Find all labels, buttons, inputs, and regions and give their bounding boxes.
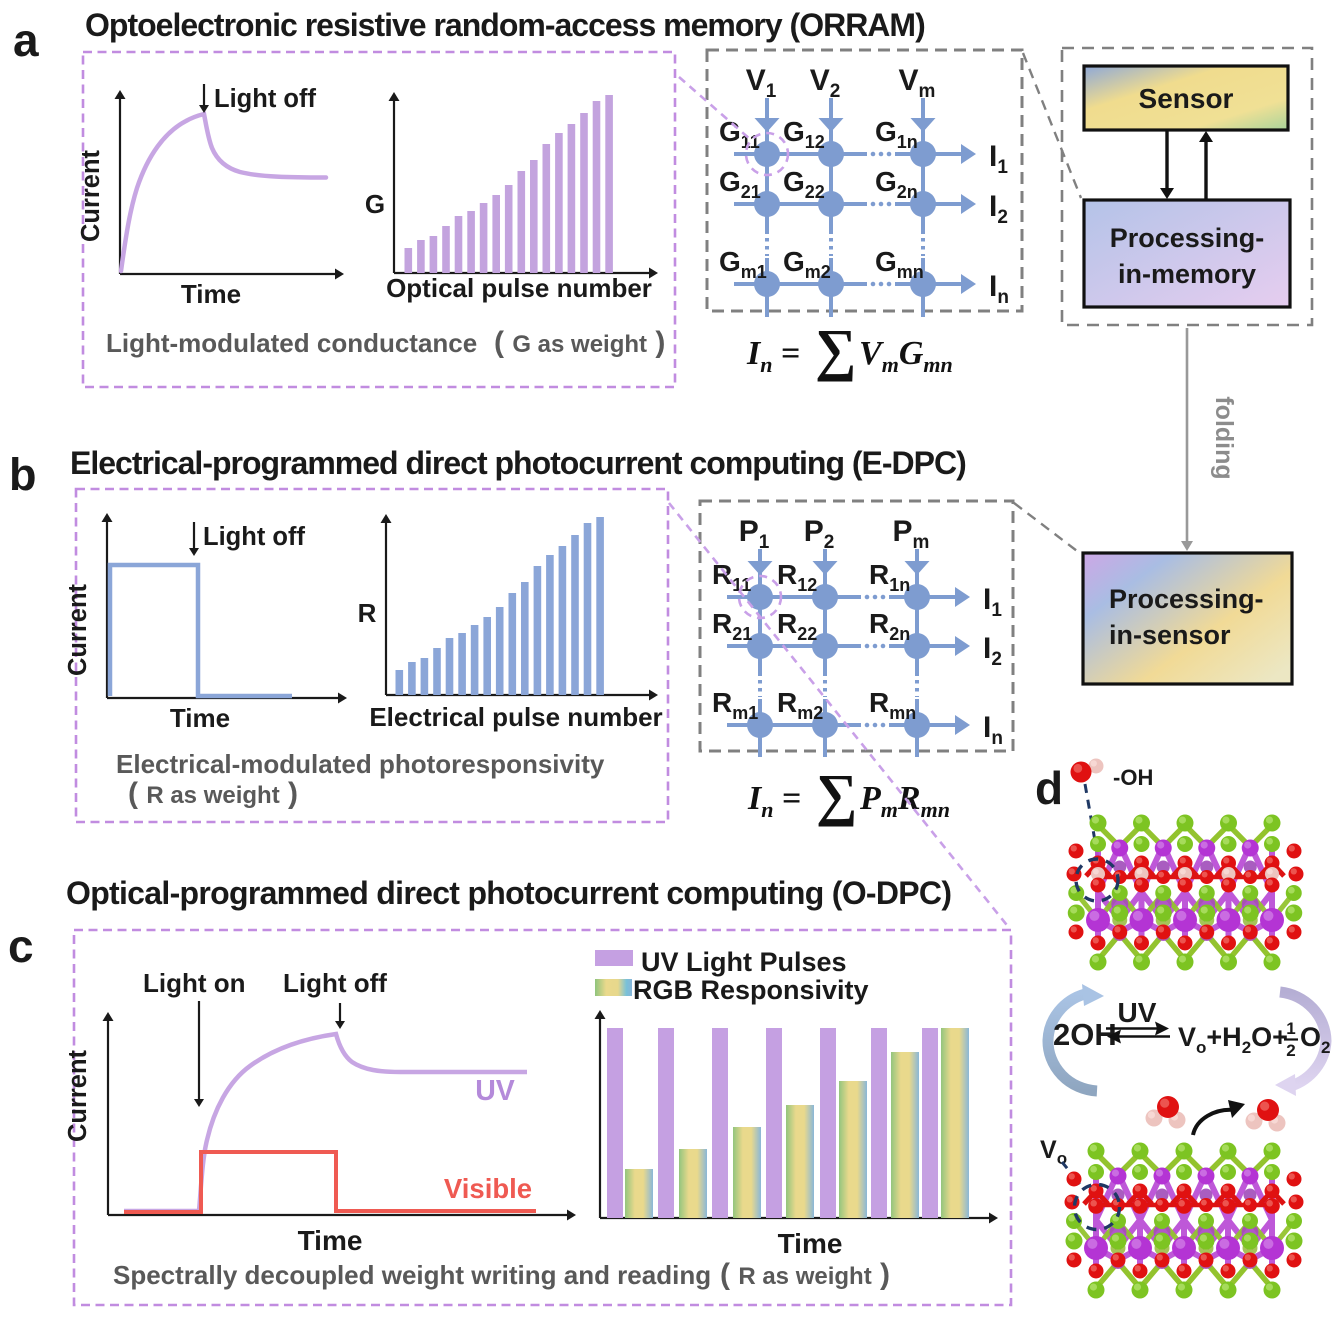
svg-text:R22: R22: [777, 608, 817, 644]
svg-text:-OH: -OH: [1113, 765, 1153, 790]
svg-text:G22: G22: [783, 166, 825, 202]
svg-text:( G as weight ): ( G as weight ): [494, 326, 665, 359]
svg-text:Optical pulse number: Optical pulse number: [386, 273, 652, 303]
svg-text:I1: I1: [983, 583, 1002, 621]
svg-text:Vo+H2O+: Vo+H2O+: [1178, 1022, 1288, 1057]
svg-text:Time: Time: [181, 279, 241, 309]
svg-text:Visible: Visible: [444, 1173, 532, 1204]
svg-text:Light-modulated conductance: Light-modulated conductance: [106, 328, 477, 358]
svg-text:Processing-: Processing-: [1109, 584, 1264, 614]
svg-text:UV Light Pulses: UV Light Pulses: [641, 947, 847, 977]
svg-text:d: d: [1035, 762, 1063, 814]
svg-text:In =: In =: [747, 780, 801, 822]
svg-text:Gm2: Gm2: [783, 246, 831, 282]
svg-text:Rm2: Rm2: [777, 687, 823, 723]
svg-text:Current: Current: [77, 149, 105, 242]
svg-text:Light on: Light on: [143, 968, 246, 998]
svg-text:( R as weight ): ( R as weight ): [720, 1258, 890, 1291]
svg-text:In =: In =: [746, 335, 800, 377]
svg-text:∑: ∑: [815, 317, 856, 382]
svg-text:G21: G21: [719, 166, 761, 202]
svg-text:Rm1: Rm1: [712, 687, 758, 723]
svg-text:Spectrally decoupled weight wr: Spectrally decoupled weight writing and …: [113, 1260, 711, 1290]
svg-text:Electrical pulse number: Electrical pulse number: [369, 702, 662, 732]
svg-text:RGB Responsivity: RGB Responsivity: [633, 975, 869, 1005]
svg-text:Light off: Light off: [283, 968, 387, 998]
svg-text:R2n: R2n: [869, 608, 910, 644]
svg-text:G12: G12: [783, 116, 825, 152]
svg-text:Processing-: Processing-: [1110, 223, 1265, 253]
svg-text:UV: UV: [475, 1075, 515, 1107]
svg-text:2OH: 2OH: [1053, 1017, 1117, 1052]
svg-text:Electrical-programmed direct p: Electrical-programmed direct photocurren…: [70, 445, 966, 481]
svg-text:I2: I2: [989, 190, 1008, 228]
svg-text:Optoelectronic resistive rando: Optoelectronic resistive random-access m…: [85, 7, 925, 43]
svg-text:Electrical-modulated photoresp: Electrical-modulated photoresponsivity: [116, 749, 605, 779]
svg-text:V1: V1: [746, 64, 777, 102]
svg-text:Gmn: Gmn: [875, 246, 924, 282]
svg-text:Sensor: Sensor: [1139, 83, 1234, 114]
svg-text:In: In: [989, 270, 1009, 308]
svg-text:a: a: [13, 14, 39, 66]
svg-text:R: R: [358, 598, 377, 628]
svg-text:Optical-programmed direct phot: Optical-programmed direct photocurrent c…: [66, 875, 951, 911]
svg-text:G11: G11: [719, 116, 760, 152]
svg-text:folding: folding: [1210, 396, 1238, 479]
svg-text:Light off: Light off: [214, 85, 316, 113]
svg-text:in-sensor: in-sensor: [1109, 620, 1231, 650]
svg-text:UV: UV: [1118, 997, 1157, 1028]
svg-text:Time: Time: [170, 703, 230, 733]
svg-text:( R as weight ): ( R as weight ): [128, 777, 298, 810]
svg-text:I1: I1: [989, 140, 1008, 178]
svg-text:VmGmn: VmGmn: [859, 335, 953, 377]
svg-text:Current: Current: [64, 1049, 92, 1142]
svg-text:Time: Time: [298, 1225, 363, 1256]
svg-text:G: G: [365, 189, 385, 219]
svg-text:PmRmn: PmRmn: [859, 780, 950, 822]
svg-text:Pm: Pm: [893, 515, 930, 553]
svg-text:R11: R11: [712, 559, 751, 595]
svg-text:P1: P1: [739, 515, 770, 553]
svg-text:G2n: G2n: [875, 166, 918, 202]
svg-text:P2: P2: [804, 515, 835, 553]
svg-text:Light off: Light off: [203, 523, 305, 551]
svg-text:In: In: [983, 711, 1003, 749]
svg-text:in-memory: in-memory: [1118, 259, 1256, 289]
svg-text:R12: R12: [777, 559, 817, 595]
svg-text:R1n: R1n: [869, 559, 910, 595]
svg-text:∑: ∑: [816, 762, 857, 827]
svg-text:Vm: Vm: [899, 64, 936, 102]
svg-text:Current: Current: [64, 583, 92, 676]
svg-text:Rmn: Rmn: [869, 687, 916, 723]
svg-text:Gm1: Gm1: [719, 246, 767, 282]
svg-text:Time: Time: [778, 1228, 843, 1259]
svg-text:G1n: G1n: [875, 116, 918, 152]
svg-text:2: 2: [1286, 1041, 1295, 1060]
svg-text:b: b: [9, 449, 37, 500]
svg-text:c: c: [8, 920, 34, 972]
svg-text:1: 1: [1286, 1019, 1295, 1038]
svg-text:I2: I2: [983, 632, 1002, 670]
svg-text:V2: V2: [810, 64, 841, 102]
